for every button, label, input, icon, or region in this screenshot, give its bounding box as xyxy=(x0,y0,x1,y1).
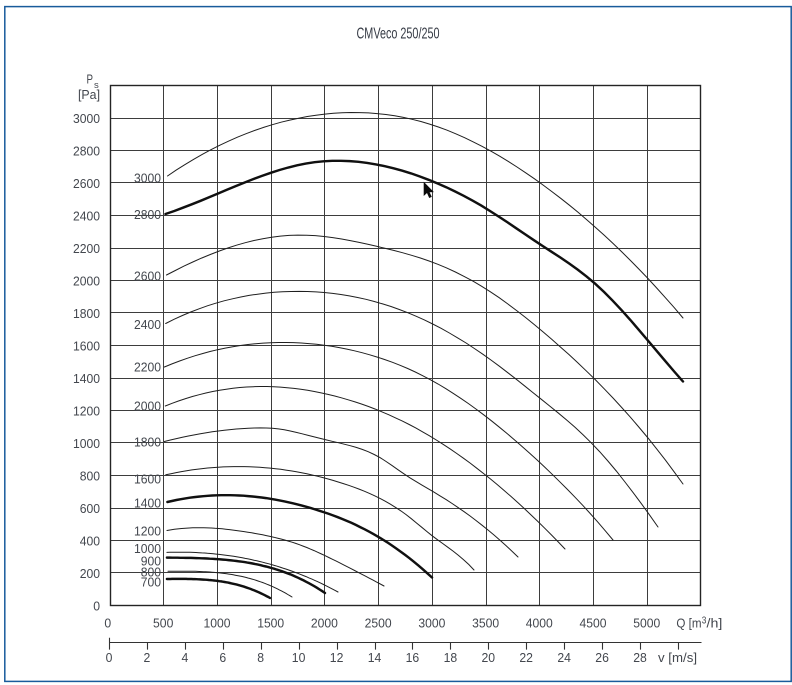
svg-text:1000: 1000 xyxy=(204,615,231,630)
svg-text:2600: 2600 xyxy=(134,268,161,283)
svg-text:22: 22 xyxy=(519,650,533,665)
svg-text:5000: 5000 xyxy=(633,615,660,630)
svg-text:6: 6 xyxy=(219,650,226,665)
svg-text:1800: 1800 xyxy=(134,435,161,450)
svg-text:1600: 1600 xyxy=(73,338,100,353)
svg-text:2600: 2600 xyxy=(73,176,100,191)
svg-text:1400: 1400 xyxy=(73,371,100,386)
svg-text:28: 28 xyxy=(633,650,647,665)
svg-text:0: 0 xyxy=(104,615,111,630)
svg-text:2800: 2800 xyxy=(73,143,100,158)
svg-text:4: 4 xyxy=(182,650,189,665)
svg-text:0: 0 xyxy=(106,650,113,665)
svg-text:1000: 1000 xyxy=(73,436,100,451)
svg-text:3000: 3000 xyxy=(418,615,445,630)
svg-text:24: 24 xyxy=(557,650,571,665)
svg-text:P: P xyxy=(87,73,94,87)
svg-text:[Pa]: [Pa] xyxy=(78,87,100,102)
svg-text:0: 0 xyxy=(93,598,100,613)
svg-text:Q [m: Q [m xyxy=(676,616,701,631)
svg-text:700: 700 xyxy=(141,575,161,590)
svg-text:2400: 2400 xyxy=(73,208,100,223)
svg-text:20: 20 xyxy=(482,650,496,665)
svg-text:14: 14 xyxy=(368,650,382,665)
svg-text:2000: 2000 xyxy=(73,273,100,288)
svg-text:3: 3 xyxy=(702,616,707,627)
svg-text:18: 18 xyxy=(444,650,458,665)
svg-text:26: 26 xyxy=(595,650,609,665)
svg-text:800: 800 xyxy=(80,468,100,483)
svg-text:3000: 3000 xyxy=(73,111,100,126)
svg-text:1800: 1800 xyxy=(73,306,100,321)
svg-text:1200: 1200 xyxy=(73,403,100,418)
svg-text:1400: 1400 xyxy=(134,495,161,510)
svg-text:1500: 1500 xyxy=(257,615,284,630)
svg-text:2200: 2200 xyxy=(134,360,161,375)
svg-text:400: 400 xyxy=(80,533,100,548)
svg-text:1200: 1200 xyxy=(134,524,161,539)
svg-text:1000: 1000 xyxy=(134,541,161,556)
svg-text:3000: 3000 xyxy=(134,171,161,186)
svg-text:2400: 2400 xyxy=(134,317,161,332)
svg-text:v [m/s]: v [m/s] xyxy=(658,650,697,665)
svg-text:2: 2 xyxy=(144,650,151,665)
svg-text:500: 500 xyxy=(153,615,173,630)
svg-text:2000: 2000 xyxy=(311,615,338,630)
svg-text:200: 200 xyxy=(80,566,100,581)
svg-text:900: 900 xyxy=(141,554,161,569)
svg-text:2800: 2800 xyxy=(134,207,161,222)
svg-text:4500: 4500 xyxy=(580,615,607,630)
svg-text:12: 12 xyxy=(330,650,344,665)
svg-text:s: s xyxy=(94,80,99,91)
svg-text:CMVeco 250/250: CMVeco 250/250 xyxy=(357,26,440,43)
svg-text:4000: 4000 xyxy=(526,615,553,630)
svg-text:2000: 2000 xyxy=(134,399,161,414)
svg-text:800: 800 xyxy=(141,564,161,579)
svg-text:3500: 3500 xyxy=(472,615,499,630)
svg-text:16: 16 xyxy=(406,650,420,665)
svg-text:8: 8 xyxy=(257,650,264,665)
svg-text:1600: 1600 xyxy=(134,471,161,486)
svg-text:2200: 2200 xyxy=(73,241,100,256)
svg-text:/h]: /h] xyxy=(707,616,723,631)
svg-text:2500: 2500 xyxy=(365,615,392,630)
svg-text:600: 600 xyxy=(80,501,100,516)
svg-text:10: 10 xyxy=(292,650,306,665)
